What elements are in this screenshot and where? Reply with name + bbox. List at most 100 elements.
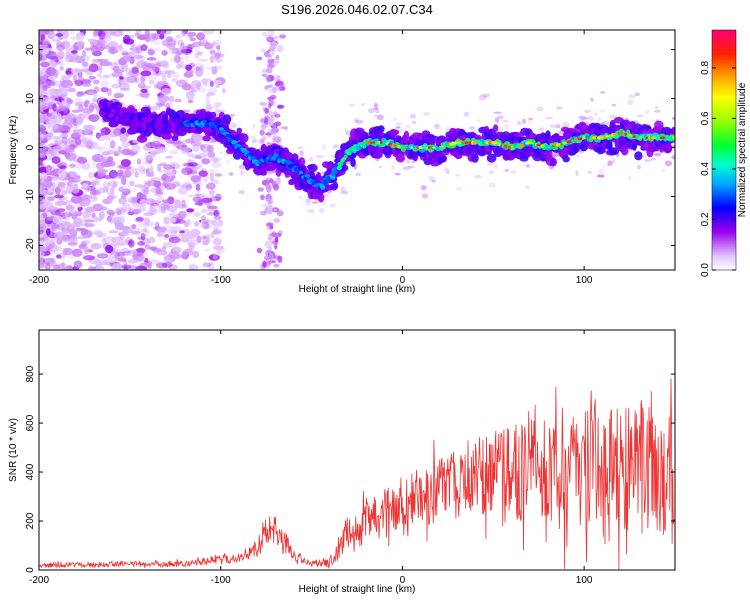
spectrogram-noise-cell — [134, 170, 139, 178]
spectrogram-noise-cell — [134, 265, 147, 270]
colorbar-tick-label: 0.0 — [700, 263, 711, 277]
spectrogram-cells — [39, 30, 675, 270]
spectrogram-noise-cell — [368, 108, 375, 114]
spectrogram-noise-cell — [72, 221, 83, 228]
spectrogram-noise-cell — [138, 167, 146, 175]
spectrogram-ridge-cell — [492, 124, 499, 133]
spectrogram-noise-cell — [214, 173, 223, 177]
snr-x-tick-label: -200 — [29, 575, 49, 586]
spectrogram-noise-cell — [156, 262, 168, 269]
spectrogram-noise-cell — [129, 69, 140, 78]
spectrogram-noise-cell — [584, 109, 591, 113]
spectrogram-noise-cell — [71, 50, 78, 54]
spectrogram-noise-cell — [215, 83, 221, 89]
spectrogram-noise-cell — [135, 216, 144, 222]
spectrogram-noise-cell — [49, 118, 61, 123]
spectrogram-noise-cell — [98, 65, 103, 74]
spectrogram-noise-cell — [206, 144, 214, 153]
spectrogram-noise-cell — [528, 120, 532, 124]
spectrogram-noise-cell — [171, 50, 179, 55]
spectrogram-noise-cell — [264, 132, 273, 136]
spectrogram-noise-cell — [608, 114, 617, 119]
spectrogram-noise-cell — [525, 163, 531, 168]
spectrogram-noise-cell — [175, 219, 186, 225]
spectrogram-ridge-cell — [162, 132, 173, 140]
spectrogram-noise-cell — [596, 116, 602, 123]
spectrogram-noise-cell — [120, 55, 132, 63]
spectrogram-peak-cell — [627, 133, 633, 137]
spectrogram-noise-cell — [148, 32, 158, 42]
spectrogram-noise-cell — [45, 167, 51, 175]
spectrogram-noise-cell — [198, 200, 203, 207]
spectrogram-peak-cell — [380, 141, 383, 145]
spectrogram-noise-cell — [160, 59, 169, 68]
spectrogram-noise-cell — [114, 220, 121, 227]
spectrogram-noise-cell — [85, 141, 93, 150]
spectrogram-noise-cell — [134, 76, 139, 84]
spectrogram-noise-cell — [135, 217, 144, 223]
spectrogram-noise-cell — [213, 80, 222, 85]
snr-x-tick-label: 0 — [400, 575, 406, 586]
spectrogram-noise-cell — [204, 78, 212, 83]
spectrogram-noise-cell — [654, 106, 659, 110]
spectrogram-x-ticks: -200 -100 0 100 — [29, 30, 593, 286]
spectrogram-peak-cell — [624, 132, 627, 136]
spectrogram-noise-cell — [304, 200, 312, 206]
spectrogram-noise-cell — [130, 230, 140, 235]
spectrogram-noise-cell — [555, 106, 563, 110]
spectrogram-ridge-cell — [562, 155, 570, 163]
spectrogram-noise-cell — [85, 89, 97, 95]
spectrogram-noise-cell — [194, 155, 202, 160]
spectrogram-noise-cell — [319, 207, 325, 214]
spectrogram-noise-cell — [82, 49, 87, 57]
spectrogram-noise-cell — [488, 182, 497, 188]
spectrogram-noise-cell — [260, 118, 265, 123]
spectrogram-noise-cell — [157, 163, 162, 172]
spectrogram-noise-cell — [149, 204, 157, 213]
spectrogram-noise-cell — [273, 218, 281, 223]
spectrogram-noise-cell — [135, 30, 142, 35]
spectrogram-noise-cell — [271, 48, 275, 56]
spectrogram-noise-cell — [665, 160, 672, 167]
spectrogram-noise-cell — [161, 50, 168, 56]
spectrogram-noise-cell — [206, 92, 215, 97]
spectrogram-noise-cell — [96, 253, 109, 259]
spectrogram-noise-cell — [67, 265, 73, 270]
spectrogram-noise-cell — [267, 128, 272, 133]
spectrogram-noise-cell — [509, 170, 517, 174]
spectrogram-noise-cell — [445, 171, 450, 174]
spectrogram-noise-cell — [121, 175, 127, 185]
spectrogram-noise-cell — [94, 205, 103, 209]
spectrogram-peak-cell — [456, 141, 460, 144]
spectrogram-noise-cell — [143, 187, 150, 195]
spectrogram-noise-cell — [165, 155, 173, 159]
colorbar-label: Normalized spectral amplitude — [737, 82, 748, 217]
spectrogram-ridge-cell — [396, 153, 405, 163]
spectrogram-peak-cell — [427, 146, 431, 149]
spectrogram-noise-cell — [163, 216, 170, 225]
spectrogram-ridge-cell — [332, 181, 339, 190]
spectrogram-noise-cell — [420, 185, 427, 191]
spectrogram-noise-cell — [56, 237, 63, 245]
spectrogram-noise-cell — [57, 168, 67, 177]
snr-x-tick-label: -100 — [211, 575, 231, 586]
spectrogram-peak-cell — [577, 137, 583, 141]
spectrogram-noise-cell — [74, 163, 86, 169]
spectrogram-noise-cell — [310, 209, 314, 214]
spectrogram-ridge-cell — [291, 153, 299, 162]
spectrogram-noise-cell — [92, 51, 101, 56]
spectrogram-noise-cell — [528, 117, 534, 121]
spectrogram-noise-cell — [671, 155, 675, 160]
spectrogram-x-tick-label: -100 — [211, 275, 231, 286]
spectrogram-noise-cell — [141, 61, 152, 70]
spectrogram-noise-cell — [51, 176, 59, 182]
spectrogram-noise-cell — [172, 181, 181, 187]
spectrogram-noise-cell — [59, 78, 65, 87]
spectrogram-peak-cell — [472, 141, 478, 145]
spectrogram-noise-cell — [106, 156, 114, 163]
spectrogram-noise-cell — [315, 154, 324, 159]
spectrogram-noise-cell — [51, 156, 61, 164]
spectrogram-noise-cell — [588, 116, 594, 121]
spectrogram-noise-cell — [195, 183, 201, 191]
spectrogram-noise-cell — [59, 65, 64, 71]
